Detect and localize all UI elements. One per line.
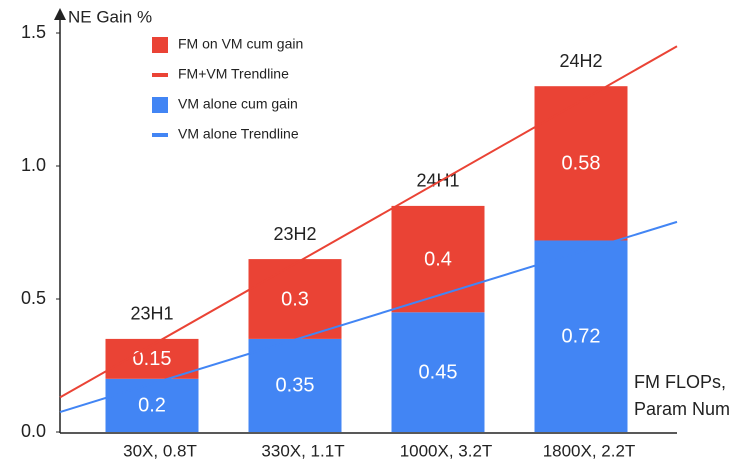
legend-label: FM on VM cum gain — [178, 36, 303, 52]
bar-label: 23H2 — [273, 224, 316, 244]
x-tick-label: 1000X, 3.2T — [400, 441, 493, 460]
x-tick-label: 330X, 1.1T — [261, 441, 344, 460]
legend-swatch — [152, 37, 168, 53]
y-axis-arrow — [54, 8, 66, 20]
bar-segment — [248, 338, 342, 432]
bar-segment — [534, 86, 628, 241]
bar-segment — [534, 240, 628, 432]
data-label: 0.58 — [562, 153, 601, 175]
data-label: 0.72 — [562, 326, 601, 348]
y-tick-label: 1.0 — [21, 155, 46, 175]
x-axis-label: FM FLOPs, — [634, 372, 726, 392]
legend-swatch — [152, 97, 168, 113]
bar-segment — [248, 259, 342, 339]
x-tick-label: 1800X, 2.2T — [543, 441, 636, 460]
y-tick-label: 0.0 — [21, 421, 46, 441]
legend-swatch — [152, 133, 168, 137]
data-label: 0.45 — [419, 361, 458, 383]
legend-label: FM+VM Trendline — [178, 66, 289, 82]
data-label: 0.15 — [133, 348, 172, 370]
y-axis-label: NE Gain % — [68, 7, 152, 26]
y-tick-label: 1.5 — [21, 22, 46, 42]
trendline — [59, 45, 678, 399]
bar-label: 24H2 — [559, 51, 602, 71]
legend-label: VM alone Trendline — [178, 126, 299, 142]
bar-segment — [105, 378, 199, 432]
y-tick-label: 0.5 — [21, 288, 46, 308]
data-label: 0.35 — [276, 375, 315, 397]
trendline — [59, 220, 678, 414]
data-label: 0.3 — [281, 288, 309, 310]
bar-segment — [391, 312, 485, 432]
data-label: 0.4 — [424, 248, 452, 270]
legend-swatch — [152, 73, 168, 77]
data-label: 0.2 — [138, 395, 166, 417]
bar-label: 23H1 — [130, 304, 173, 324]
legend-label: VM alone cum gain — [178, 96, 298, 112]
x-tick-label: 30X, 0.8T — [123, 441, 197, 460]
x-axis-label: Param Num — [634, 399, 730, 419]
